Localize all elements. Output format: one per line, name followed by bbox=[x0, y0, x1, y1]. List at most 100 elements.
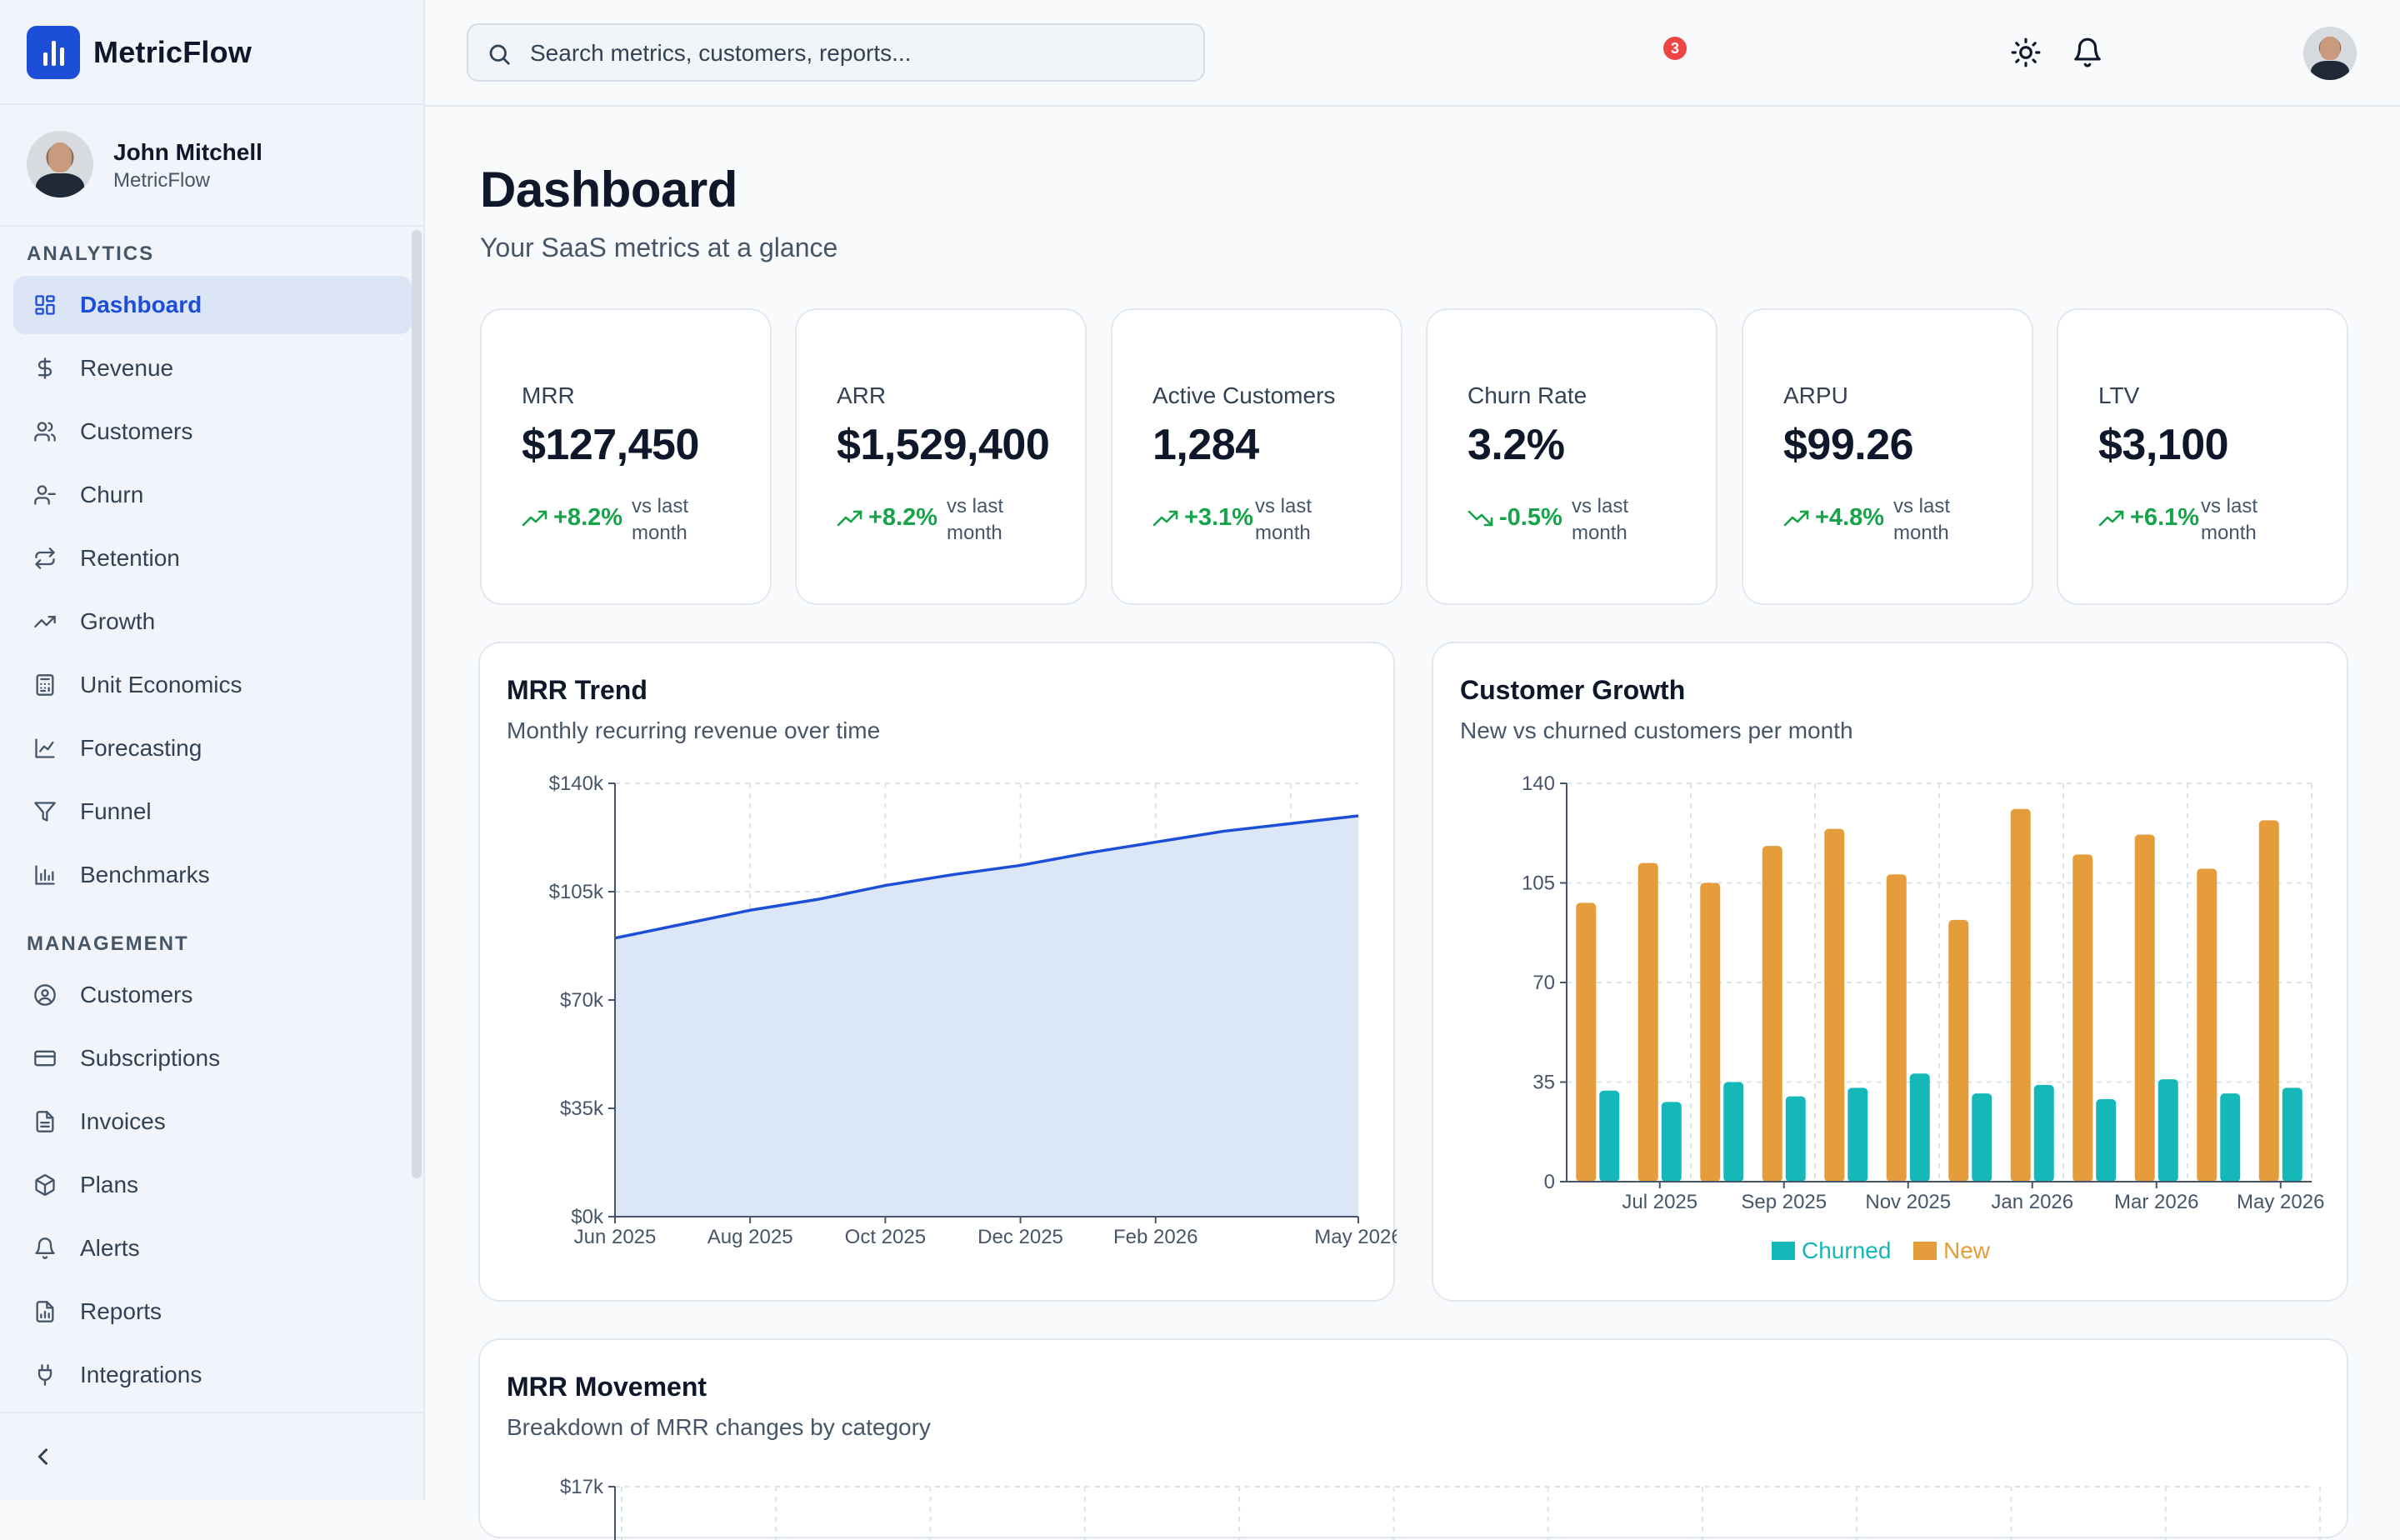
trending-up-icon bbox=[522, 510, 548, 527]
plug-icon bbox=[38, 1364, 52, 1386]
bar-new bbox=[2197, 868, 2218, 1182]
kpi-change-note: vs last month bbox=[1893, 495, 1951, 544]
y-tick-label: 0 bbox=[1544, 1171, 1555, 1193]
package-icon bbox=[35, 1174, 55, 1196]
nav-item-revenue[interactable]: Revenue bbox=[13, 339, 412, 398]
y-tick-label: $17k bbox=[560, 1476, 604, 1498]
x-tick-label: Sep 2025 bbox=[1741, 1191, 1827, 1213]
kpi-card-churn-rate[interactable]: Churn Rate 3.2% -0.5% vs last month bbox=[1426, 308, 1718, 605]
sidebar-scrollbar[interactable] bbox=[412, 230, 422, 1178]
kpi-card-ltv[interactable]: LTV $3,100 +6.1% vs last month bbox=[2057, 308, 2348, 605]
chevron-left-icon[interactable] bbox=[32, 1445, 55, 1468]
nav-item-customers[interactable]: Customers bbox=[13, 402, 412, 461]
y-tick-label: $105k bbox=[549, 881, 604, 903]
page-title: Dashboard bbox=[480, 162, 738, 218]
nav-item-churn[interactable]: Churn bbox=[13, 466, 412, 524]
bar-new bbox=[2072, 854, 2093, 1182]
y-tick-label: 35 bbox=[1532, 1072, 1555, 1094]
y-tick-label: $35k bbox=[560, 1098, 604, 1120]
kpi-card-active-customers[interactable]: Active Customers 1,284 +3.1% vs last month bbox=[1111, 308, 1402, 605]
user-avatar[interactable] bbox=[27, 131, 93, 198]
kpi-change-note: vs last month bbox=[1572, 495, 1629, 544]
user-profile[interactable]: John Mitchell MetricFlow bbox=[0, 105, 423, 227]
nav-item-retention[interactable]: Retention bbox=[13, 529, 412, 588]
sidebar-footer bbox=[0, 1412, 423, 1500]
search-icon bbox=[489, 44, 510, 65]
bell-icon bbox=[35, 1238, 55, 1259]
user-minus-icon bbox=[34, 485, 56, 505]
kpi-change-note: vs last month bbox=[632, 495, 689, 544]
mrr-trend-chart[interactable]: $0k $35k $70k $105k $140k Jun 2025 Aug 2025 Oct… bbox=[480, 643, 1397, 1303]
y-tick-label: $0k bbox=[571, 1206, 604, 1228]
nav-item-integrations[interactable]: Integrations bbox=[13, 1346, 412, 1404]
nav-item-reports[interactable]: Reports bbox=[13, 1282, 412, 1341]
legend-label-new: New bbox=[1943, 1238, 1991, 1263]
mrr-area bbox=[615, 816, 1358, 1217]
section-label-management: MANAGEMENT bbox=[27, 932, 189, 955]
kpi-card-arpu[interactable]: ARPU $99.26 +4.8% vs last month bbox=[1742, 308, 2033, 605]
trending-up-icon bbox=[1783, 510, 1809, 527]
nav-item-growth[interactable]: Growth bbox=[13, 592, 412, 651]
bar-new bbox=[1576, 902, 1597, 1182]
nav-item-label: Customers bbox=[80, 982, 193, 1008]
nav-item-manage-customers[interactable]: Customers bbox=[13, 966, 412, 1024]
nav-item-label: Reports bbox=[80, 1298, 162, 1324]
layout-dashboard-icon bbox=[35, 295, 55, 315]
legend-swatch-churned bbox=[1772, 1242, 1795, 1260]
search-bar[interactable] bbox=[467, 23, 1205, 82]
theme-toggle-sun-icon[interactable] bbox=[2010, 37, 2042, 68]
y-tick-label: $70k bbox=[560, 989, 604, 1012]
kpi-card-mrr[interactable]: MRR $127,450 +8.2% vs last month bbox=[480, 308, 772, 605]
repeat-icon bbox=[35, 548, 55, 569]
kpi-change: +4.8% bbox=[1815, 504, 1885, 531]
dollar-sign-icon bbox=[38, 358, 52, 379]
kpi-value: 3.2% bbox=[1468, 421, 1565, 469]
bar-churned bbox=[1909, 1073, 1930, 1182]
user-org: MetricFlow bbox=[113, 169, 211, 192]
line-chart-icon bbox=[35, 738, 55, 758]
funnel-icon bbox=[34, 802, 56, 822]
bar-churned bbox=[2282, 1088, 2302, 1182]
nav-item-dashboard[interactable]: Dashboard bbox=[13, 276, 412, 334]
bar-churned bbox=[1785, 1096, 1806, 1182]
panel-title: MRR Trend bbox=[507, 675, 648, 705]
nav-item-label: Invoices bbox=[80, 1108, 166, 1134]
header-user-avatar[interactable] bbox=[2303, 27, 2357, 80]
search-input[interactable] bbox=[528, 35, 1190, 72]
nav-item-subscriptions[interactable]: Subscriptions bbox=[13, 1029, 412, 1088]
bar-new bbox=[1886, 874, 1907, 1182]
kpi-value: $3,100 bbox=[2098, 421, 2229, 469]
notifications-bell-icon[interactable] bbox=[2072, 37, 2103, 68]
bar-new bbox=[2010, 808, 2031, 1182]
user-name: John Mitchell bbox=[113, 139, 262, 165]
bar-chart-icon bbox=[35, 865, 55, 885]
y-tick-label: 70 bbox=[1532, 972, 1555, 994]
bar-new bbox=[1700, 882, 1721, 1182]
kpi-label: LTV bbox=[2098, 382, 2140, 408]
file-chart-icon bbox=[36, 1301, 54, 1322]
kpi-change: +8.2% bbox=[553, 504, 623, 531]
app-name[interactable]: MetricFlow bbox=[93, 35, 252, 69]
kpi-label: ARPU bbox=[1783, 382, 1848, 408]
nav-item-plans[interactable]: Plans bbox=[13, 1156, 412, 1214]
bar-new bbox=[1824, 828, 1845, 1182]
y-tick-label: 105 bbox=[1522, 872, 1555, 895]
customer-growth-chart[interactable]: 0 35 70 105 140 Jul 2025 Sep 2025 Nov 2025 Jan 2… bbox=[1433, 643, 2350, 1303]
nav-item-alerts[interactable]: Alerts bbox=[13, 1219, 412, 1278]
kpi-card-arr[interactable]: ARR $1,529,400 +8.2% vs last month bbox=[795, 308, 1087, 605]
kpi-change-note: vs last month bbox=[2201, 495, 2258, 544]
nav-item-benchmarks[interactable]: Benchmarks bbox=[13, 846, 412, 904]
nav-item-forecasting[interactable]: Forecasting bbox=[13, 719, 412, 778]
nav-item-label: Subscriptions bbox=[80, 1045, 221, 1071]
nav-item-funnel[interactable]: Funnel bbox=[13, 782, 412, 841]
panel-subtitle: Breakdown of MRR changes by category bbox=[507, 1414, 931, 1440]
nav-item-invoices[interactable]: Invoices bbox=[13, 1092, 412, 1151]
metricflow-logo-icon[interactable] bbox=[27, 26, 80, 79]
x-tick-label: Jul 2025 bbox=[1622, 1191, 1698, 1213]
nav-item-label: Growth bbox=[80, 608, 156, 634]
trending-up-icon bbox=[34, 616, 56, 628]
notification-badge: 3 bbox=[1663, 37, 1687, 60]
nav-item-unit-economics[interactable]: Unit Economics bbox=[13, 656, 412, 714]
kpi-label: Active Customers bbox=[1152, 382, 1336, 408]
mrr-line bbox=[614, 814, 1359, 940]
